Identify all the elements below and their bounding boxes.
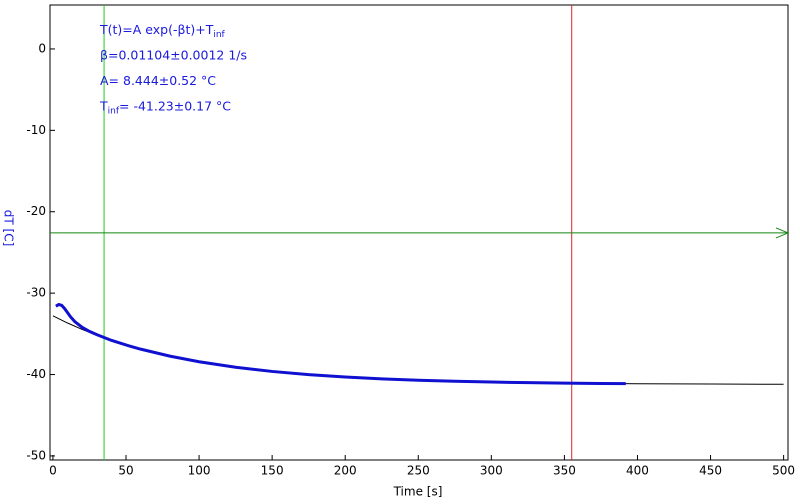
x-tick-label: 250	[407, 464, 430, 478]
x-tick-label: 50	[118, 464, 133, 478]
data-trace	[55, 302, 626, 386]
annotation: T(t)=A exp(-βt)+Tinf	[99, 22, 226, 40]
annotation-text: T	[99, 98, 108, 113]
y-tick-label: -20	[26, 204, 46, 218]
annotation-text: β=0.01104±0.0012 1/s	[100, 47, 247, 62]
y-axis-label: dT [C]	[2, 210, 16, 247]
x-tick-label: 350	[553, 464, 576, 478]
x-tick-label: 500	[772, 464, 795, 478]
x-tick-label: 200	[334, 464, 357, 478]
x-tick-label: 0	[49, 464, 57, 478]
fit-line	[52, 315, 784, 385]
y-tick-label: -10	[26, 123, 46, 137]
x-tick-label: 400	[626, 464, 649, 478]
annotation-text: A= 8.444±0.52 °C	[100, 73, 216, 88]
annotation: A= 8.444±0.52 °C	[100, 73, 216, 88]
x-tick-label: 150	[261, 464, 284, 478]
cursor-arrow	[775, 227, 790, 239]
annotation: β=0.01104±0.0012 1/s	[100, 47, 247, 62]
annotation-subscript: inf	[108, 106, 120, 116]
y-tick-label: -30	[26, 286, 46, 300]
y-tick-label: 0	[38, 41, 46, 55]
x-tick-label: 450	[699, 464, 722, 478]
annotation-subscript: inf	[213, 30, 225, 40]
annotation-text: = -41.23±0.17 °C	[119, 98, 231, 113]
y-tick-label: -50	[26, 448, 46, 462]
annotation-text: T(t)=A exp(-βt)+T	[99, 22, 214, 37]
x-tick-label: 100	[188, 464, 211, 478]
y-tick-label: -40	[26, 367, 46, 381]
x-axis-label: Time [s]	[393, 485, 443, 499]
annotation: Tinf= -41.23±0.17 °C	[99, 98, 231, 116]
x-tick-label: 300	[480, 464, 503, 478]
